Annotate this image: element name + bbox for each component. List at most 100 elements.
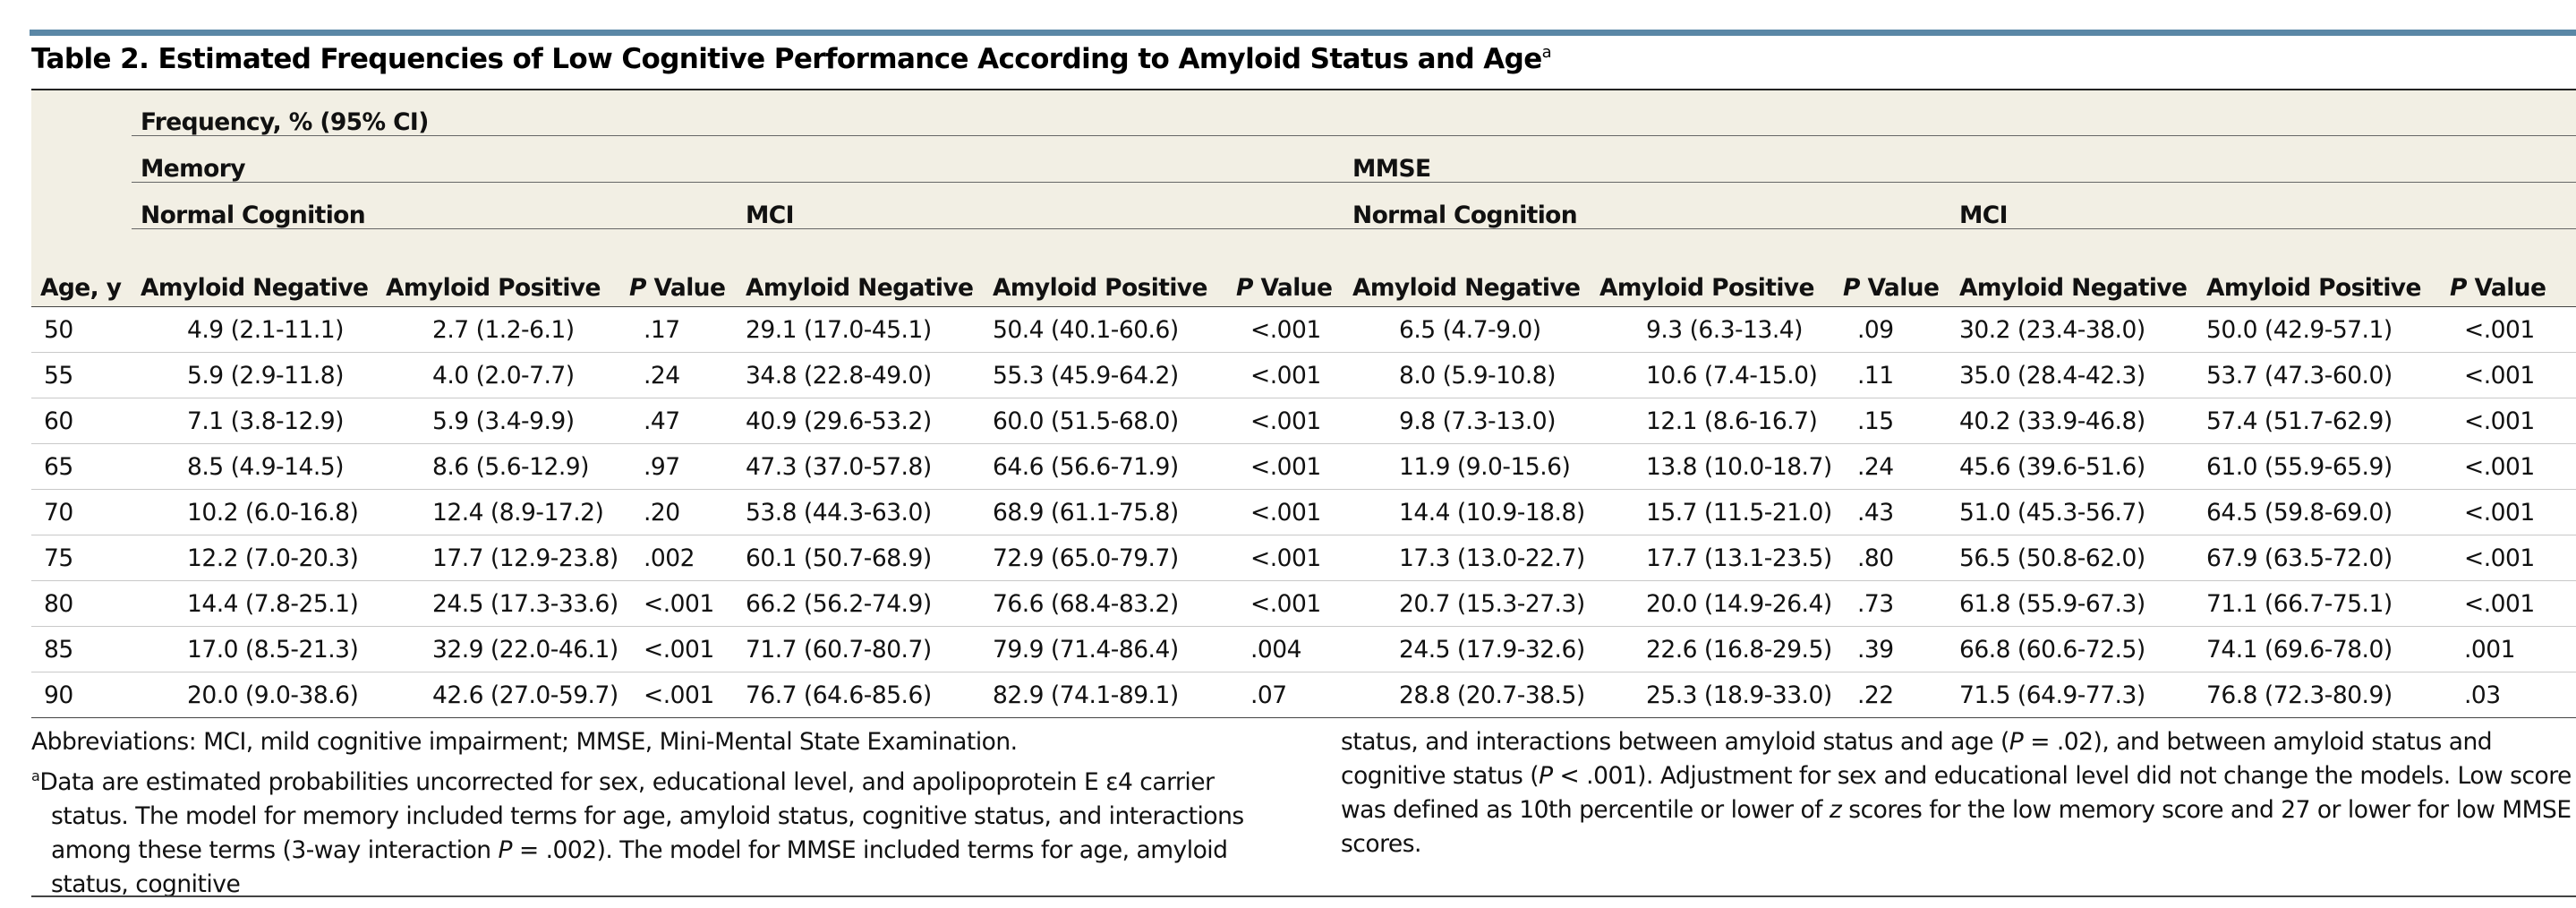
p-value-cell: <.001	[2441, 306, 2576, 353]
p-italic: P	[1843, 274, 1860, 302]
frequency-cell: 66.2 (56.2-74.9)	[737, 580, 984, 627]
age-cell: 80	[31, 580, 132, 627]
abbreviations-note: Abbreviations: MCI, mild cognitive impai…	[31, 728, 1018, 756]
frequency-cell: 28.8 (20.7-38.5)	[1343, 672, 1591, 718]
frequency-cell: 34.8 (22.8-49.0)	[737, 352, 984, 398]
frequency-cell: 57.4 (51.7-62.9)	[2197, 398, 2441, 444]
top-accent-bar	[30, 30, 2576, 36]
table-row: 75 12.2 (7.0-20.3) 17.7 (12.9-23.8) .002 60.…	[31, 535, 2576, 581]
frequency-cell: 8.0 (5.9-10.8)	[1343, 352, 1591, 398]
footnote-a: aData are estimated probabilities uncorr…	[31, 759, 1277, 902]
p-value-cell: <.001	[1227, 352, 1343, 398]
frequency-cell: 12.4 (8.9-17.2)	[377, 489, 620, 535]
age-cell: 50	[31, 306, 132, 353]
p-value-label: Value	[1252, 274, 1333, 302]
frequency-cell: 32.9 (22.0-46.1)	[377, 626, 620, 672]
col-p-value: P Value	[2441, 228, 2576, 307]
frequency-cell: 17.3 (13.0-22.7)	[1343, 535, 1591, 581]
frequency-cell: 7.1 (3.8-12.9)	[132, 398, 377, 444]
age-cell: 65	[31, 443, 132, 490]
frequency-cell: 25.3 (18.9-33.0)	[1591, 672, 1834, 718]
footnote-b-text-3: < .001). Adjustment for sex and educatio…	[1341, 762, 2572, 824]
p-value-cell: <.001	[2441, 535, 2576, 581]
p-value-cell: <.001	[620, 626, 737, 672]
frequency-cell: 56.5 (50.8-62.0)	[1950, 535, 2197, 581]
frequency-cell: 14.4 (10.9-18.8)	[1343, 489, 1591, 535]
table-title-text: Table 2. Estimated Frequencies of Low Co…	[31, 43, 1542, 75]
frequency-cell: 42.6 (27.0-59.7)	[377, 672, 620, 718]
frequency-cell: 68.9 (61.1-75.8)	[984, 489, 1227, 535]
p-value-cell: .24	[1834, 443, 1950, 490]
p-value-cell: .15	[1834, 398, 1950, 444]
frequency-cell: 51.0 (45.3-56.7)	[1950, 489, 2197, 535]
frequency-cell: 9.3 (6.3-13.4)	[1591, 306, 1834, 353]
frequency-cell: 79.9 (71.4-86.4)	[984, 626, 1227, 672]
p-italic: P	[629, 274, 646, 302]
col-amyloid-negative: Amyloid Negative	[1950, 228, 2197, 307]
frequency-cell: 9.8 (7.3-13.0)	[1343, 398, 1591, 444]
frequency-cell: 71.1 (66.7-75.1)	[2197, 580, 2441, 627]
age-cell: 75	[31, 535, 132, 581]
frequency-cell: 13.8 (10.0-18.7)	[1591, 443, 1834, 490]
table-title: Table 2. Estimated Frequencies of Low Co…	[31, 43, 1552, 75]
p-value-cell: <.001	[1227, 306, 1343, 353]
memory-normal-cognition-header: Normal Cognition	[132, 182, 737, 229]
frequency-cell: 8.6 (5.6-12.9)	[377, 443, 620, 490]
frequency-cell: 40.9 (29.6-53.2)	[737, 398, 984, 444]
table-header: Age, y Frequency, % (95% CI) Memory MMSE…	[31, 90, 2576, 307]
frequency-cell: 17.7 (12.9-23.8)	[377, 535, 620, 581]
p-value-cell: <.001	[2441, 443, 2576, 490]
footnote-a-text-2: = .002). The model for MMSE included ter…	[51, 836, 1228, 898]
footnote-marker: a	[31, 767, 40, 784]
p-value-cell: .11	[1834, 352, 1950, 398]
p-italic: P	[2009, 728, 2024, 756]
col-amyloid-positive: Amyloid Positive	[984, 228, 1227, 307]
p-value-cell: .20	[620, 489, 737, 535]
col-amyloid-positive: Amyloid Positive	[377, 228, 620, 307]
frequency-cell: 50.0 (42.9-57.1)	[2197, 306, 2441, 353]
age-header: Age, y	[31, 90, 132, 307]
frequency-cell: 55.3 (45.9-64.2)	[984, 352, 1227, 398]
col-p-value: P Value	[1227, 228, 1343, 307]
p-value-cell: .004	[1227, 626, 1343, 672]
age-cell: 85	[31, 626, 132, 672]
footnote-b-text-4: scores for the low memory score and 27 o…	[1341, 796, 2572, 858]
frequency-cell: 67.9 (63.5-72.0)	[2197, 535, 2441, 581]
col-p-value: P Value	[620, 228, 737, 307]
p-value-label: Value	[2466, 274, 2546, 302]
z-italic: z	[1829, 796, 1842, 824]
table-row: 50 4.9 (2.1-11.1) 2.7 (1.2-6.1) .17 29.1 (17…	[31, 306, 2576, 353]
table-row: 85 17.0 (8.5-21.3) 32.9 (22.0-46.1) <.001 71…	[31, 626, 2576, 672]
frequency-cell: 5.9 (3.4-9.9)	[377, 398, 620, 444]
p-value-label: Value	[645, 274, 726, 302]
frequency-cell: 60.0 (51.5-68.0)	[984, 398, 1227, 444]
p-value-cell: <.001	[1227, 580, 1343, 627]
table-row: 80 14.4 (7.8-25.1) 24.5 (17.3-33.6) <.001 66…	[31, 580, 2576, 627]
frequency-cell: 61.0 (55.9-65.9)	[2197, 443, 2441, 490]
frequency-table: Age, y Frequency, % (95% CI) Memory MMSE…	[31, 90, 2576, 718]
frequency-cell: 14.4 (7.8-25.1)	[132, 580, 377, 627]
title-rule	[31, 89, 2576, 90]
table-row: 90 20.0 (9.0-38.6) 42.6 (27.0-59.7) <.001 76…	[31, 672, 2576, 718]
frequency-cell: 60.1 (50.7-68.9)	[737, 535, 984, 581]
frequency-cell: 20.0 (14.9-26.4)	[1591, 580, 1834, 627]
p-italic: P	[2450, 274, 2467, 302]
footnotes-right: status, and interactions between amyloid…	[1341, 725, 2576, 861]
p-value-cell: .97	[620, 443, 737, 490]
footnote-a-text-1: Data are estimated probabilities uncorre…	[39, 768, 1244, 864]
frequency-cell: 11.9 (9.0-15.6)	[1343, 443, 1591, 490]
col-amyloid-negative: Amyloid Negative	[132, 228, 377, 307]
frequency-cell: 76.6 (68.4-83.2)	[984, 580, 1227, 627]
p-value-cell: <.001	[1227, 398, 1343, 444]
frequency-cell: 50.4 (40.1-60.6)	[984, 306, 1227, 353]
p-value-cell: .17	[620, 306, 737, 353]
frequency-cell: 20.0 (9.0-38.6)	[132, 672, 377, 718]
frequency-cell: 47.3 (37.0-57.8)	[737, 443, 984, 490]
frequency-cell: 2.7 (1.2-6.1)	[377, 306, 620, 353]
frequency-cell: 24.5 (17.3-33.6)	[377, 580, 620, 627]
col-amyloid-negative: Amyloid Negative	[737, 228, 984, 307]
p-value-cell: .03	[2441, 672, 2576, 718]
table-body: 50 4.9 (2.1-11.1) 2.7 (1.2-6.1) .17 29.1 (17…	[31, 306, 2576, 718]
age-cell: 55	[31, 352, 132, 398]
footnotes-left: Abbreviations: MCI, mild cognitive impai…	[31, 725, 1289, 902]
